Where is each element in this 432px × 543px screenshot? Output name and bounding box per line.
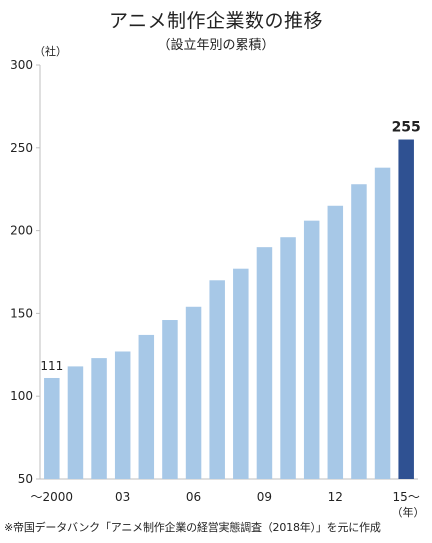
bar-07 bbox=[209, 280, 225, 479]
x-tick-label: 09 bbox=[257, 490, 272, 504]
source-note: ※帝国データバンク「アニメ制作企業の経営実態調査（2018年）」を元に作成 bbox=[4, 521, 381, 534]
y-tick-label: 100 bbox=[10, 389, 33, 403]
bar-11 bbox=[303, 220, 320, 479]
y-tick-label: 200 bbox=[10, 224, 33, 238]
y-tick-label: 150 bbox=[10, 306, 33, 320]
bar-05 bbox=[162, 320, 178, 479]
x-tick-label: 〜2000 bbox=[31, 490, 74, 504]
bar-01 bbox=[67, 366, 84, 479]
x-tick-label: 03 bbox=[115, 490, 130, 504]
bar-06 bbox=[185, 306, 202, 479]
data-label: 111 bbox=[40, 359, 63, 373]
x-tick-label: 12 bbox=[328, 490, 343, 504]
bar-〜2000 bbox=[44, 377, 60, 479]
chart-subtitle: （設立年別の累積） bbox=[157, 38, 275, 53]
bar-04 bbox=[138, 334, 155, 479]
bar-13 bbox=[351, 184, 367, 479]
y-axis-unit-label: （社） bbox=[34, 44, 67, 58]
y-tick-label: 250 bbox=[10, 141, 33, 155]
x-tick-label: 15〜 bbox=[393, 490, 420, 504]
bar-15〜 bbox=[398, 139, 414, 479]
y-tick-label: 50 bbox=[18, 472, 33, 486]
bar-14 bbox=[374, 167, 391, 479]
bar-10 bbox=[280, 237, 296, 479]
bar-09 bbox=[256, 247, 273, 479]
x-axis-unit-label: （年） bbox=[392, 505, 425, 519]
bar-08 bbox=[233, 268, 249, 479]
chart-title: アニメ制作企業数の推移 bbox=[108, 10, 324, 32]
x-tick-label: 06 bbox=[186, 490, 201, 504]
bar-03 bbox=[114, 351, 131, 479]
bar-02 bbox=[91, 358, 107, 479]
bar-12 bbox=[327, 205, 344, 479]
data-label: 255 bbox=[392, 120, 421, 136]
y-tick-label: 300 bbox=[10, 58, 33, 72]
